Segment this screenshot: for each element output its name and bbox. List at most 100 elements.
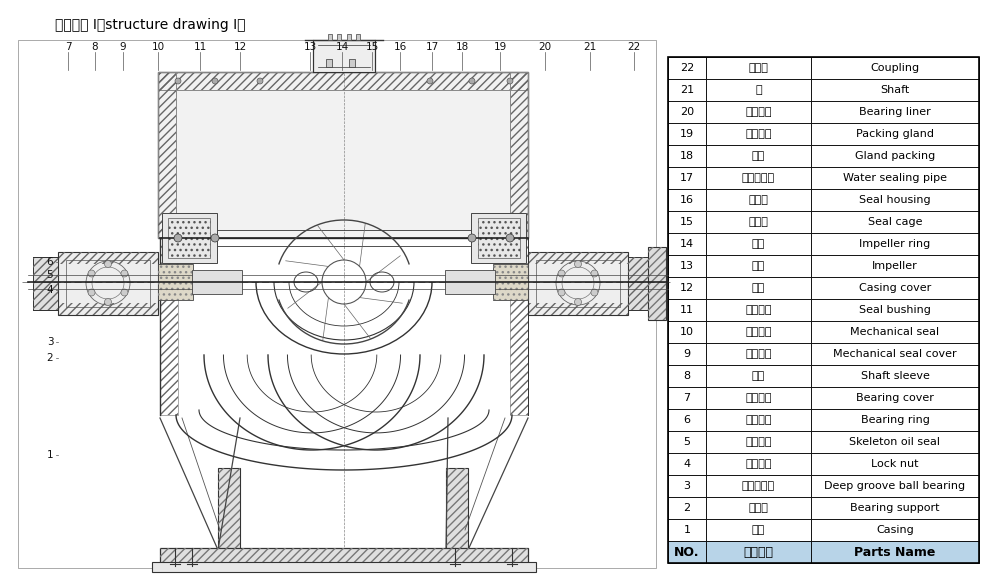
Text: Deep groove ball bearing: Deep groove ball bearing: [823, 481, 965, 491]
Text: Impeller: Impeller: [872, 261, 917, 271]
Bar: [157, 72, 528, 90]
Circle shape: [212, 78, 218, 84]
Text: Shaft sleeve: Shaft sleeve: [860, 371, 929, 381]
Text: 12: 12: [233, 42, 247, 52]
Bar: [159, 238, 178, 415]
Text: 14: 14: [335, 42, 348, 52]
Bar: [667, 409, 705, 431]
Bar: [218, 468, 240, 550]
Text: 轴: 轴: [754, 85, 761, 95]
Text: 10: 10: [151, 42, 164, 52]
Text: Bearing support: Bearing support: [850, 503, 939, 513]
Bar: [705, 211, 810, 233]
Bar: [157, 220, 176, 238]
Bar: [157, 72, 176, 238]
Bar: [810, 387, 978, 409]
Circle shape: [88, 270, 95, 277]
Bar: [33, 257, 58, 310]
Bar: [667, 255, 705, 277]
Text: 11: 11: [679, 305, 693, 315]
Bar: [66, 260, 149, 307]
Bar: [159, 548, 528, 564]
Text: Bearing liner: Bearing liner: [859, 107, 930, 117]
Circle shape: [88, 289, 95, 296]
Bar: [810, 409, 978, 431]
Bar: [157, 72, 528, 90]
Text: 轴承压盖: 轴承压盖: [744, 393, 771, 403]
Circle shape: [426, 78, 432, 84]
Bar: [337, 34, 341, 40]
Text: 8: 8: [683, 371, 690, 381]
Bar: [667, 541, 705, 563]
Bar: [705, 167, 810, 189]
Bar: [667, 343, 705, 365]
Text: 11: 11: [194, 42, 207, 52]
Bar: [705, 409, 810, 431]
Bar: [705, 387, 810, 409]
Text: 水封管部件: 水封管部件: [741, 173, 774, 183]
Bar: [667, 321, 705, 343]
Text: 零件名称: 零件名称: [743, 546, 772, 558]
Bar: [705, 519, 810, 541]
Bar: [667, 233, 705, 255]
Text: 22: 22: [679, 63, 693, 73]
Bar: [58, 303, 157, 315]
Text: 密封体: 密封体: [748, 195, 767, 205]
Text: 填料环: 填料环: [748, 217, 767, 227]
Circle shape: [574, 260, 581, 267]
Circle shape: [120, 289, 127, 296]
Circle shape: [175, 78, 181, 84]
Text: 22: 22: [627, 42, 640, 52]
Bar: [705, 277, 810, 299]
Circle shape: [467, 234, 475, 242]
Bar: [470, 213, 526, 263]
Bar: [58, 252, 157, 264]
Bar: [810, 343, 978, 365]
Text: 18: 18: [455, 42, 468, 52]
Bar: [667, 387, 705, 409]
Text: 4: 4: [683, 459, 690, 469]
Text: 3: 3: [47, 337, 53, 347]
Circle shape: [558, 270, 565, 277]
Bar: [667, 497, 705, 519]
Text: 锁紧螺母: 锁紧螺母: [744, 459, 771, 469]
Text: 2: 2: [683, 503, 690, 513]
Text: 5: 5: [47, 270, 53, 280]
Text: 轴承衬圈: 轴承衬圈: [744, 107, 771, 117]
Text: 15: 15: [679, 217, 693, 227]
Text: 泵盖: 泵盖: [751, 283, 764, 293]
Bar: [528, 252, 627, 264]
Circle shape: [211, 234, 219, 242]
Bar: [705, 123, 810, 145]
Bar: [157, 72, 176, 238]
Bar: [647, 247, 665, 320]
Bar: [810, 123, 978, 145]
Text: NO.: NO.: [674, 546, 699, 558]
Circle shape: [174, 234, 182, 242]
Bar: [705, 255, 810, 277]
Text: 1: 1: [683, 525, 690, 535]
Text: 16: 16: [679, 195, 693, 205]
Text: 12: 12: [679, 283, 693, 293]
Bar: [810, 453, 978, 475]
Bar: [218, 468, 240, 550]
Text: Seal cage: Seal cage: [867, 217, 922, 227]
Text: 13: 13: [679, 261, 693, 271]
Text: 6: 6: [47, 257, 53, 267]
Circle shape: [591, 270, 598, 277]
Bar: [667, 167, 705, 189]
Bar: [528, 303, 627, 315]
Bar: [705, 299, 810, 321]
Bar: [667, 453, 705, 475]
Bar: [536, 260, 620, 307]
Bar: [705, 101, 810, 123]
Bar: [810, 277, 978, 299]
Bar: [192, 270, 242, 294]
Bar: [627, 257, 649, 310]
Bar: [810, 321, 978, 343]
Text: Seal bushing: Seal bushing: [859, 305, 930, 315]
Bar: [810, 79, 978, 101]
Text: 机械密封: 机械密封: [744, 327, 771, 337]
Text: Water sealing pipe: Water sealing pipe: [843, 173, 946, 183]
Bar: [667, 101, 705, 123]
